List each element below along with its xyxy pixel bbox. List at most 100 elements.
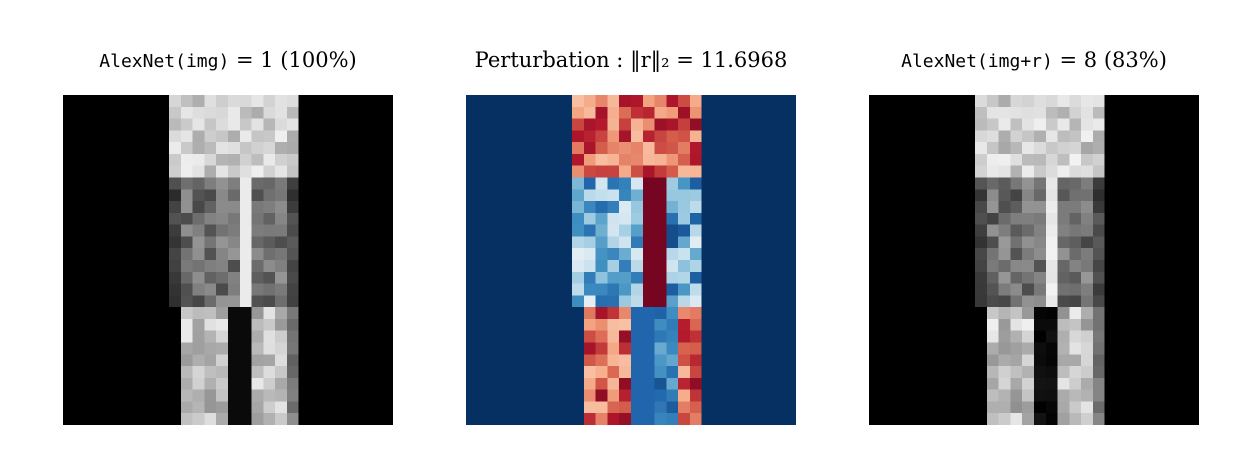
heatmap-cell bbox=[489, 153, 502, 166]
heatmap-cell bbox=[713, 153, 726, 166]
image-pixel bbox=[998, 130, 1011, 143]
image-pixel bbox=[1045, 153, 1058, 166]
image-pixel bbox=[916, 95, 929, 108]
heatmap-cell bbox=[689, 248, 702, 261]
image-pixel bbox=[986, 106, 999, 119]
image-pixel bbox=[869, 177, 882, 190]
heatmap-cell bbox=[772, 307, 785, 320]
image-pixel bbox=[986, 177, 999, 190]
image-pixel bbox=[1081, 142, 1094, 155]
image-pixel bbox=[98, 413, 111, 425]
image-pixel bbox=[74, 153, 87, 166]
image-pixel bbox=[880, 271, 893, 284]
heatmap-cell bbox=[689, 366, 702, 379]
image-pixel bbox=[98, 165, 111, 178]
heatmap-cell bbox=[466, 354, 479, 367]
heatmap-cell bbox=[595, 177, 608, 190]
image-pixel bbox=[251, 201, 264, 214]
image-pixel bbox=[121, 118, 134, 131]
heatmap-cell bbox=[619, 354, 632, 367]
heatmap-cell bbox=[784, 366, 796, 379]
image-pixel bbox=[927, 130, 940, 143]
image-pixel bbox=[963, 177, 976, 190]
image-pixel bbox=[357, 401, 370, 414]
image-pixel bbox=[74, 307, 87, 320]
image-pixel bbox=[133, 201, 146, 214]
heatmap-cell bbox=[748, 342, 761, 355]
image-pixel bbox=[251, 142, 264, 155]
image-pixel bbox=[180, 271, 193, 284]
image-pixel bbox=[1128, 342, 1141, 355]
image-pixel bbox=[1069, 153, 1082, 166]
image-pixel bbox=[345, 201, 358, 214]
heatmap-cell bbox=[666, 354, 679, 367]
heatmap-cell bbox=[560, 401, 573, 414]
image-pixel bbox=[904, 283, 917, 296]
image-pixel bbox=[192, 366, 205, 379]
heatmap-cell bbox=[583, 389, 596, 402]
image-pixel bbox=[63, 248, 76, 261]
image-pixel bbox=[121, 413, 134, 425]
image-pixel bbox=[951, 295, 964, 308]
image-pixel bbox=[74, 330, 87, 343]
heatmap-cell bbox=[666, 366, 679, 379]
heatmap-cell bbox=[524, 130, 537, 143]
image-pixel bbox=[927, 212, 940, 225]
image-pixel bbox=[357, 260, 370, 273]
heatmap-cell bbox=[595, 165, 608, 178]
heatmap-cell bbox=[501, 354, 514, 367]
image-pixel bbox=[310, 318, 323, 331]
heatmap-cell bbox=[772, 260, 785, 273]
image-pixel bbox=[1022, 248, 1035, 261]
heatmap-cell bbox=[784, 224, 796, 237]
heatmap-cell bbox=[595, 201, 608, 214]
image-pixel bbox=[1116, 248, 1129, 261]
image-pixel bbox=[1151, 271, 1164, 284]
image-pixel bbox=[322, 283, 335, 296]
image-pixel bbox=[298, 236, 311, 249]
image-pixel bbox=[74, 401, 87, 414]
image-pixel bbox=[86, 401, 99, 414]
image-pixel bbox=[1034, 413, 1047, 425]
heatmap-cell bbox=[489, 165, 502, 178]
image-pixel bbox=[74, 177, 87, 190]
heatmap-cell bbox=[748, 165, 761, 178]
image-pixel bbox=[169, 342, 182, 355]
image-pixel bbox=[927, 366, 940, 379]
image-pixel bbox=[334, 212, 347, 225]
image-pixel bbox=[939, 307, 952, 320]
heatmap-cell bbox=[642, 260, 655, 273]
image-pixel bbox=[939, 248, 952, 261]
heatmap-cell bbox=[748, 95, 761, 108]
image-pixel bbox=[998, 189, 1011, 202]
image-pixel bbox=[904, 295, 917, 308]
image-pixel bbox=[275, 377, 288, 390]
image-pixel bbox=[1010, 165, 1023, 178]
heatmap-cell bbox=[666, 342, 679, 355]
image-pixel bbox=[1163, 106, 1176, 119]
image-pixel bbox=[1022, 212, 1035, 225]
image-pixel bbox=[998, 201, 1011, 214]
image-pixel bbox=[298, 318, 311, 331]
heatmap-cell bbox=[725, 130, 738, 143]
heatmap-cell bbox=[725, 177, 738, 190]
image-pixel bbox=[204, 224, 217, 237]
image-pixel bbox=[310, 201, 323, 214]
heatmap-cell bbox=[772, 153, 785, 166]
image-pixel bbox=[204, 130, 217, 143]
image-pixel bbox=[228, 413, 241, 425]
image-pixel bbox=[1057, 389, 1070, 402]
heatmap-cell bbox=[466, 130, 479, 143]
image-pixel bbox=[345, 212, 358, 225]
heatmap-cell bbox=[678, 177, 691, 190]
heatmap-cell bbox=[607, 224, 620, 237]
heatmap-cell bbox=[654, 201, 667, 214]
image-pixel bbox=[998, 248, 1011, 261]
image-pixel bbox=[369, 330, 382, 343]
image-pixel bbox=[310, 153, 323, 166]
image-pixel bbox=[98, 401, 111, 414]
image-pixel bbox=[145, 212, 158, 225]
image-pixel bbox=[180, 153, 193, 166]
image-pixel bbox=[86, 142, 99, 155]
heatmap-cell bbox=[595, 307, 608, 320]
